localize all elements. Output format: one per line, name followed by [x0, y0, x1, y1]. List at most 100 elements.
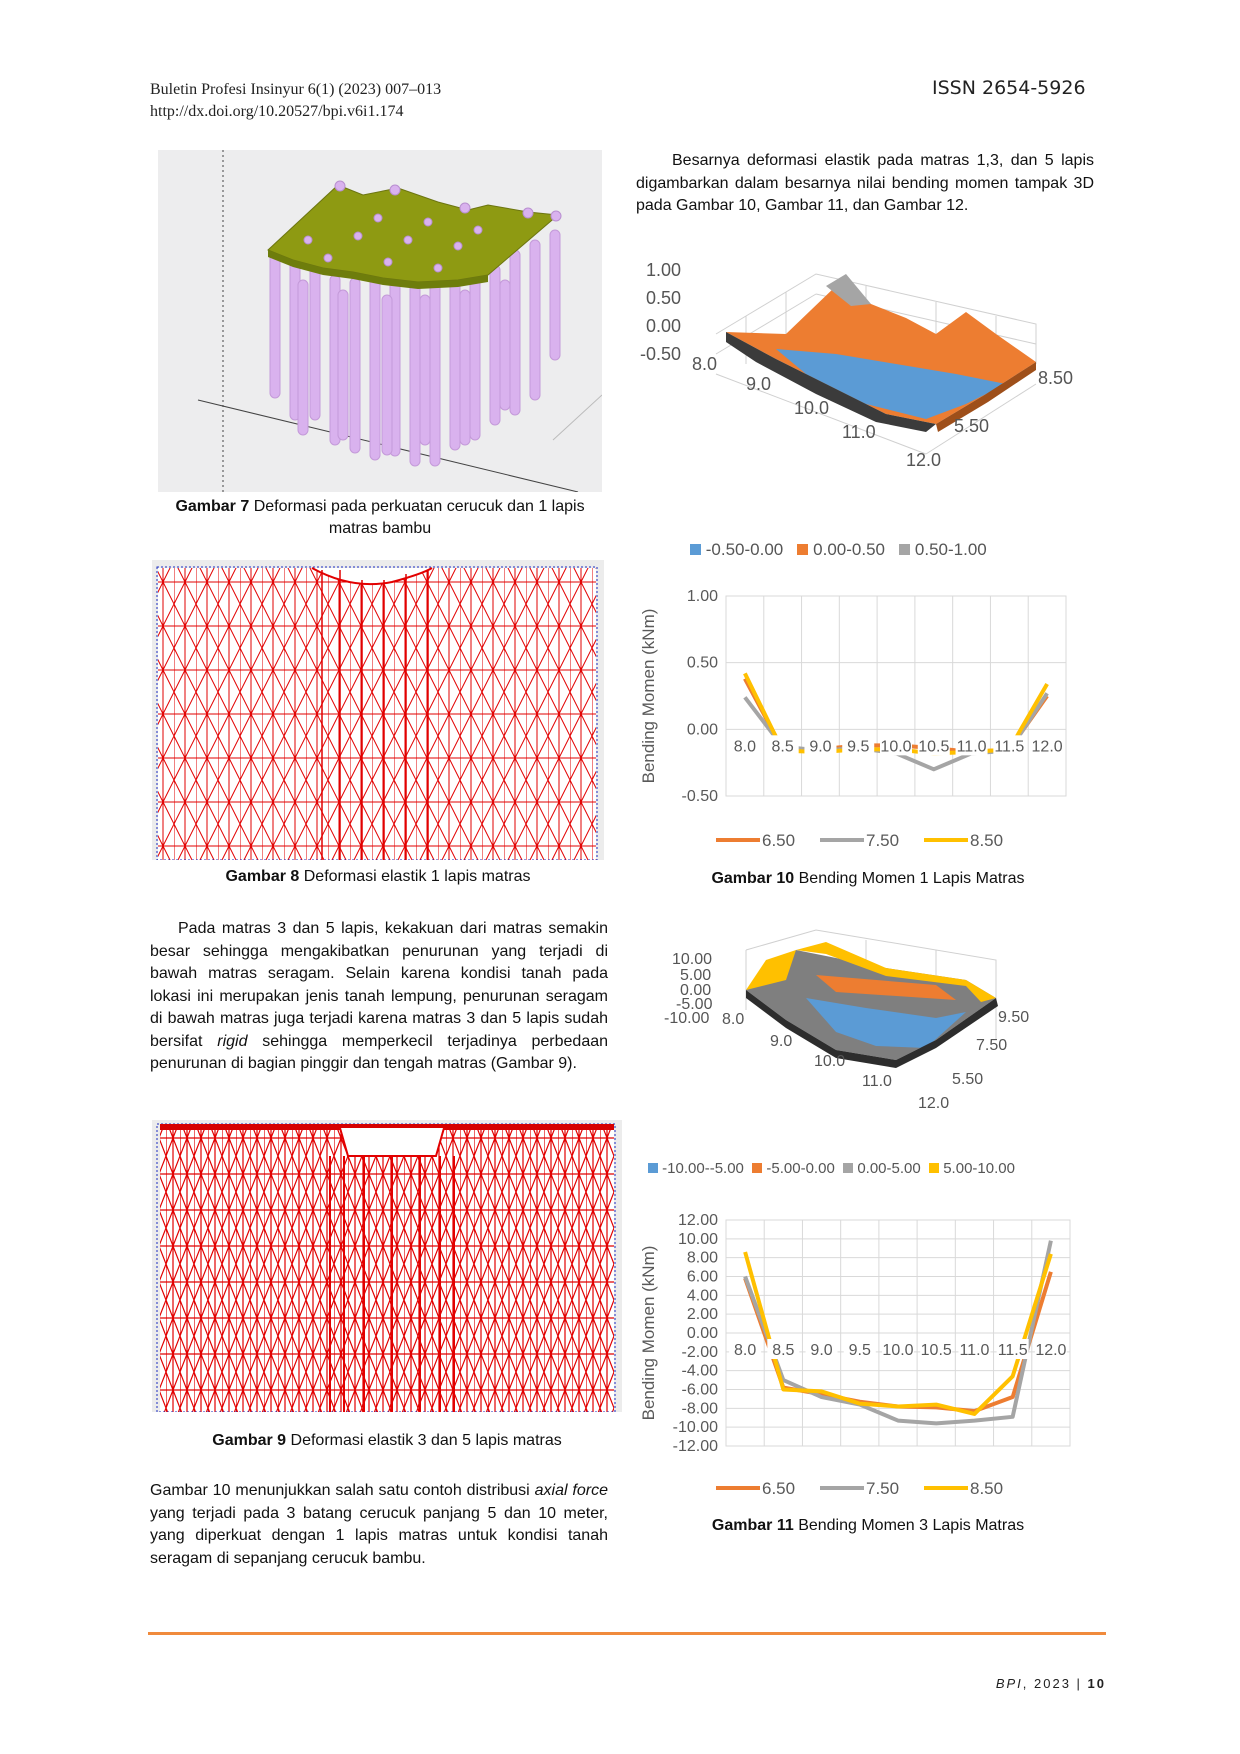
- surf2-x-tick: 8.0: [722, 1011, 744, 1028]
- series-line-8.50: [743, 1251, 1053, 1416]
- surf2-x-tick: 10.0: [814, 1053, 845, 1070]
- category-label-bg: [1034, 1339, 1067, 1359]
- figure-8-caption: Gambar 8 Deformasi elastik 1 lapis matra…: [152, 866, 604, 888]
- surf2-y-tick: 5.50: [952, 1071, 983, 1088]
- x-tick-label: 8.0: [734, 1342, 756, 1359]
- category-label-bg: [1031, 735, 1064, 756]
- y-axis-title: Bending Momen (kNm): [639, 1246, 658, 1421]
- figure-8-image: [152, 560, 604, 860]
- legend-swatch-yellow: [929, 1163, 940, 1173]
- figure-9-label: Gambar 9: [212, 1432, 287, 1449]
- paragraph-layers-text: Pada matras 3 dan 5 lapis, kekakuan dari…: [150, 920, 608, 1050]
- legend-swatch-orange: [752, 1163, 763, 1173]
- surf2-z-tick: 0.00: [680, 982, 711, 999]
- x-tick-label: 10.0: [882, 1342, 913, 1359]
- surface-chart-1-layer: 1.00 0.50 0.00 -0.50 8.0 9.0 10.0 11.0 1…: [636, 244, 1100, 534]
- x-tick-label: 11.5: [998, 1342, 1028, 1359]
- y-tick-label: -0.50: [682, 788, 719, 805]
- category-label-bg: [958, 1339, 991, 1359]
- surf2-x-tick: 11.0: [862, 1073, 892, 1090]
- surface-chart-3-layer: 10.00 5.00 0.00 -5.00 -10.00 8.0 9.0 10.…: [636, 920, 1106, 1140]
- legend-label: 0.50-1.00: [914, 540, 987, 559]
- y-axis-title: Bending Momen (kNm): [639, 609, 658, 784]
- bending-moment-chart-1: 1.00 0.50 0.00 -0.50 8.0 8.5 9.0 9.5 10.0 10.5 11.…: [639, 588, 1067, 850]
- figure-8-label: Gambar 8: [225, 868, 300, 885]
- paragraph-axial-end: yang terjadi pada 3 batang cerucuk panja…: [150, 1504, 608, 1567]
- surf1-z-tick: 0.00: [646, 316, 681, 336]
- figure-10-caption: Gambar 10 Bending Momen 1 Lapis Matras: [636, 868, 1100, 890]
- y-tick-label: -4.00: [682, 1363, 719, 1380]
- x-tick-label: 9.5: [847, 738, 869, 755]
- paragraph-layers-end: sehingga memperkecil terjadinya perbedaa…: [150, 1032, 609, 1073]
- surf1-z-tick: 1.00: [646, 260, 681, 280]
- legend-label: 7.50: [866, 831, 899, 850]
- y-tick-label: 12.00: [678, 1212, 718, 1229]
- figure-9-caption: Gambar 9 Deformasi elastik 3 dan 5 lapis…: [152, 1430, 622, 1452]
- x-tick-label: 8.5: [772, 738, 794, 755]
- figure-11-label: Gambar 11: [711, 1517, 794, 1534]
- issn: ISSN 2654-5926: [932, 77, 1086, 99]
- pile-mat-render: [197, 150, 602, 492]
- category-label-bg: [804, 735, 837, 756]
- legend-label: -10.00--5.00: [662, 1160, 744, 1177]
- legend-label: 5.00-10.00: [943, 1160, 1015, 1177]
- y-tick-label: 10.00: [678, 1231, 718, 1248]
- y-tick-label: 2.00: [687, 1306, 718, 1323]
- legend-swatch-blue: [690, 544, 701, 555]
- figure-10-caption-text: Bending Momen 1 Lapis Matras: [798, 870, 1025, 887]
- figure-7-caption-text: Deformasi pada perkuatan cerucuk dan 1 l…: [253, 498, 585, 537]
- y-tick-label: -6.00: [682, 1382, 719, 1399]
- legend-label: 8.50: [970, 831, 1003, 850]
- paragraph-layers: Pada matras 3 dan 5 lapis, kekakuan dari…: [150, 918, 608, 1076]
- bending-moment-chart-3: 12.00 10.00 8.00 6.004.00 2.00 0.00 -2.00 -4.00…: [639, 1212, 1071, 1498]
- category-label-bg: [917, 735, 950, 756]
- category-label-bg: [766, 735, 799, 756]
- figure-11-caption: Gambar 11 Bending Momen 3 Lapis Matras: [636, 1515, 1100, 1537]
- legend-label: 8.50: [970, 1479, 1003, 1498]
- surface-1-legend: -0.50-0.00 0.00-0.50 0.50-1.00: [690, 540, 1110, 560]
- x-tick-label: 10.5: [918, 738, 949, 755]
- figure-8-caption-text: Deformasi elastik 1 lapis matras: [303, 868, 531, 885]
- y-tick-label: 1.00: [687, 588, 718, 605]
- figure-9-image: [152, 1120, 622, 1412]
- x-tick-label: 9.0: [809, 738, 831, 755]
- category-label-bg: [880, 735, 912, 756]
- footer-year: , 2023 |: [1022, 1676, 1088, 1691]
- y-tick-label: 0.50: [687, 655, 718, 672]
- doi-link[interactable]: http://dx.doi.org/10.20527/bpi.v6i1.174: [150, 103, 404, 120]
- y-tick-label: 6.00: [687, 1269, 718, 1286]
- paragraph-intro: Besarnya deformasi elastik pada matras 1…: [636, 152, 1094, 214]
- mesh-3-5-layers: [156, 1123, 616, 1412]
- y-tick-label: 0.00: [687, 1325, 718, 1342]
- category-label-bg: [767, 1339, 800, 1359]
- legend-label: 6.50: [762, 1479, 795, 1498]
- figure-10-label: Gambar 10: [711, 870, 795, 887]
- legend-label: -5.00-0.00: [766, 1160, 835, 1177]
- series-line-7.50: [743, 692, 1049, 772]
- category-label-bg: [882, 1339, 914, 1359]
- legend-swatch-gray: [899, 544, 911, 555]
- surf1-x-tick: 10.0: [794, 398, 829, 418]
- x-tick-label: 10.5: [921, 1342, 952, 1359]
- surface-2-legend: -10.00--5.00 -5.00-0.00 0.00-5.00 5.00-1…: [648, 1160, 1108, 1177]
- plot-area: [725, 595, 1067, 797]
- journal-citation: Buletin Profesi Insinyur 6(1) (2023) 007…: [150, 81, 442, 98]
- y-tick-label: 0.00: [687, 721, 718, 738]
- paragraph-axial-text: Gambar 10 menunjukkan salah satu contoh …: [150, 1482, 530, 1499]
- y-tick-label: -10.00: [673, 1419, 718, 1436]
- legend-label: -0.50-0.00: [705, 540, 784, 559]
- x-tick-label: 8.0: [734, 738, 756, 755]
- category-label-bg: [805, 1339, 838, 1359]
- axial-force-term: axial force: [534, 1482, 609, 1499]
- figure-7-label: Gambar 7: [175, 498, 250, 515]
- surf1-x-tick: 11.0: [842, 422, 876, 442]
- surf2-z-tick: 5.00: [680, 967, 711, 984]
- surf2-x-tick: 9.0: [770, 1033, 792, 1050]
- page-number: 10: [1087, 1676, 1106, 1691]
- y-tick-label: 4.00: [687, 1287, 718, 1304]
- x-tick-label: 11.0: [959, 1342, 989, 1359]
- category-label-bg: [955, 735, 988, 756]
- category-label-bg: [843, 1339, 876, 1359]
- surf1-y-tick: 5.50: [954, 416, 989, 436]
- rigid-term: rigid: [217, 1032, 248, 1050]
